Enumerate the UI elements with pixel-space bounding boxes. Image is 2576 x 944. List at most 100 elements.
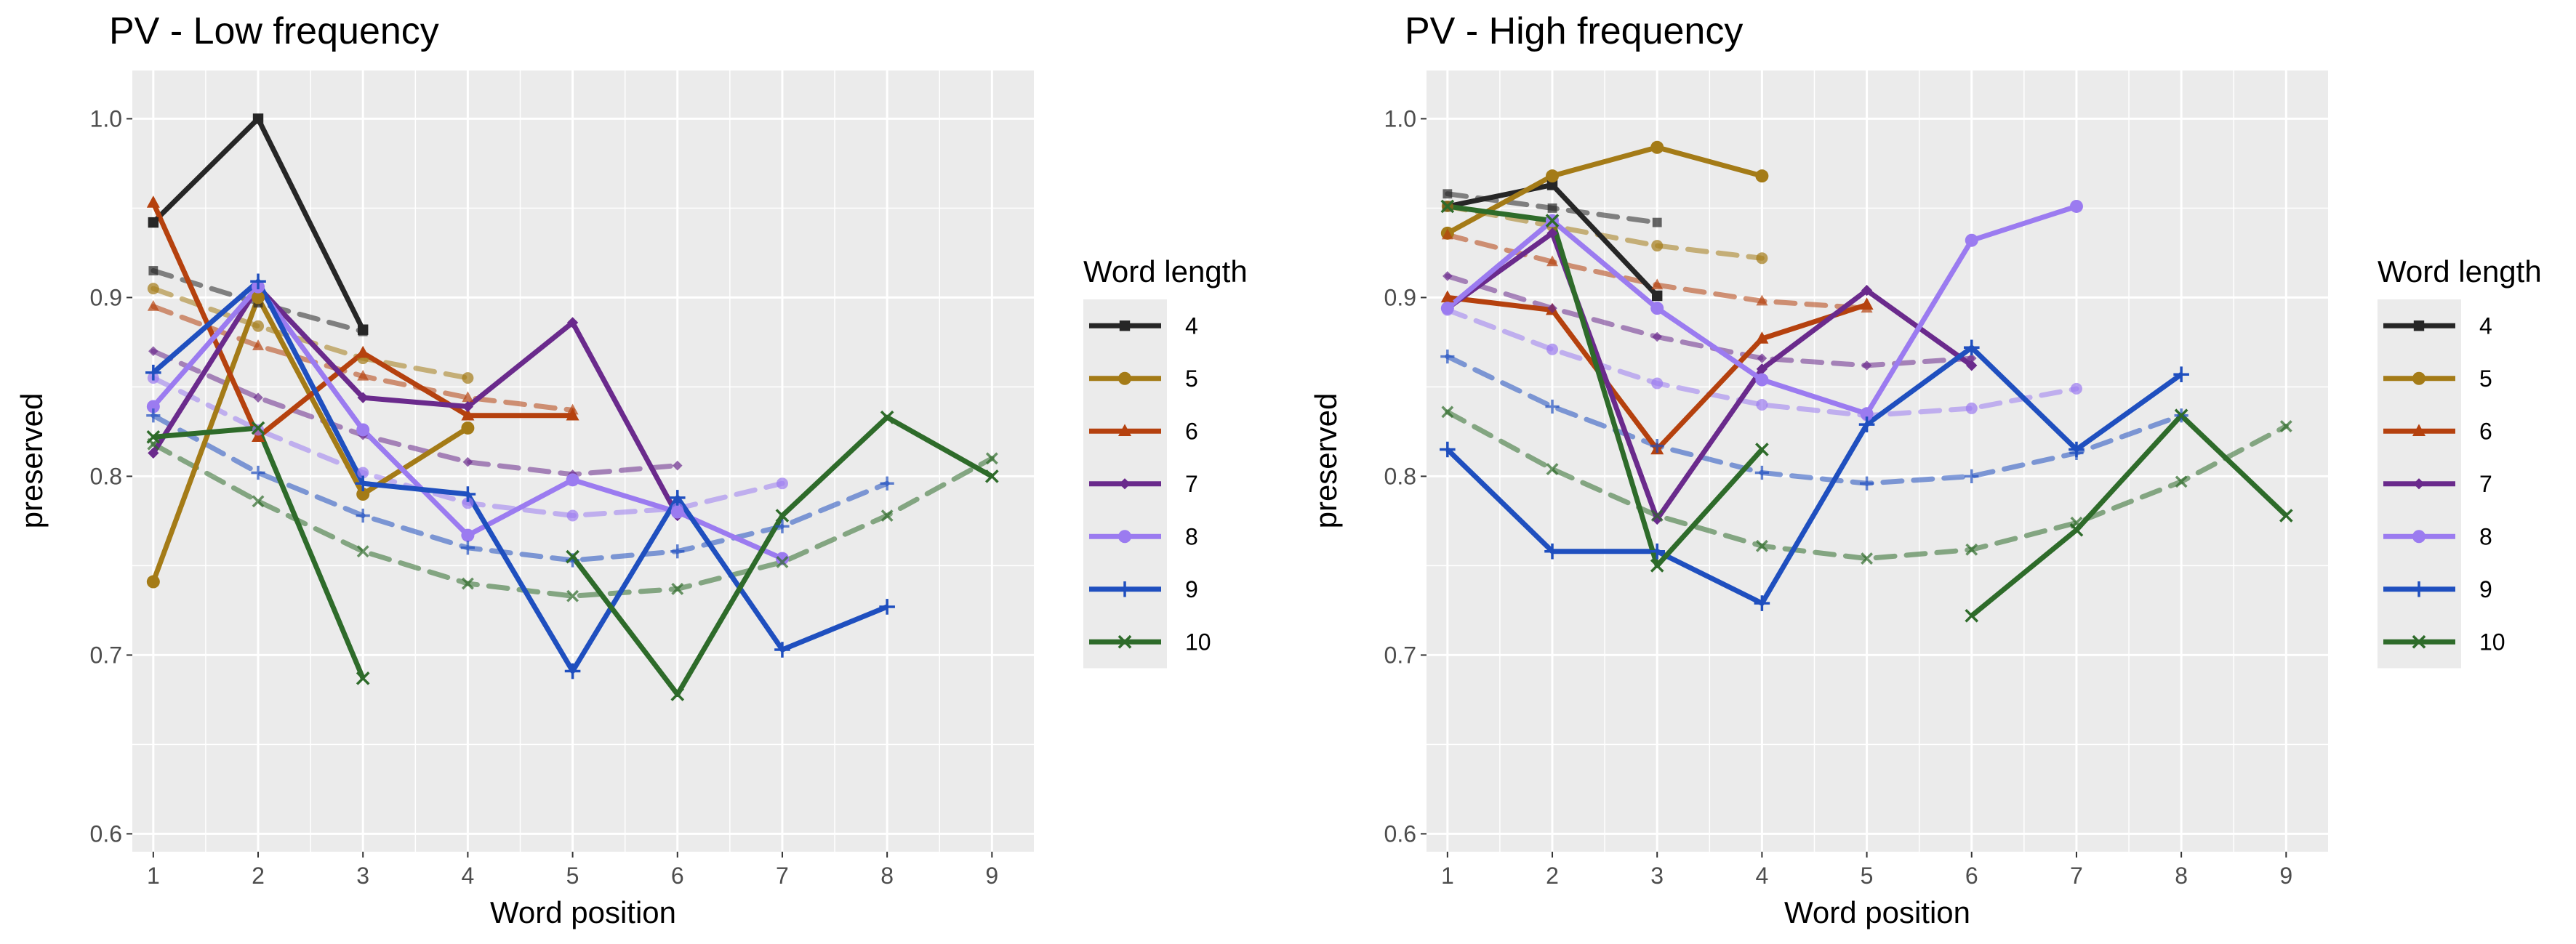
x-tick-label: 4 — [461, 863, 474, 889]
observed-line-7 — [1445, 230, 1973, 522]
observed-point-10 — [775, 509, 790, 523]
fitted-point-7 — [1547, 303, 1557, 313]
fitted-point-9 — [251, 465, 265, 480]
legend-item-9: 9 — [2383, 576, 2492, 602]
fitted-point-10 — [566, 589, 579, 602]
fitted-point-7 — [1861, 360, 1872, 371]
observed-point-4 — [252, 113, 264, 124]
legend-marker — [1118, 530, 1131, 544]
panel-title: PV - Low frequency — [109, 10, 439, 52]
legend-marker — [2411, 581, 2427, 597]
observed-point-7 — [462, 400, 474, 413]
legend-item-4: 4 — [2383, 312, 2492, 339]
legend-item-7: 7 — [2383, 471, 2492, 497]
legend-label: 6 — [2479, 418, 2492, 444]
fitted-point-7 — [1757, 353, 1768, 363]
legend-marker — [2412, 371, 2425, 385]
fitted-point-9 — [670, 544, 685, 559]
observed-point-5 — [461, 421, 475, 435]
legend-item-8: 8 — [1089, 523, 1198, 549]
panel-low-frequency: PV - Low frequency 0.6 0.7 0.8 0.9 1.0 1 2 3 4 5… — [15, 10, 1034, 929]
y-tick-label: 1.0 — [1384, 105, 1416, 132]
x-tick-label: 7 — [776, 863, 789, 889]
fitted-point-4 — [148, 266, 159, 275]
x-tick-label: 6 — [1965, 863, 1978, 889]
observed-point-9 — [1440, 441, 1456, 458]
observed-point-5 — [252, 291, 265, 304]
legend-label: 7 — [2479, 471, 2492, 497]
observed-point-9 — [774, 642, 790, 658]
fitted-point-10 — [356, 545, 369, 558]
legend-label: 7 — [1185, 471, 1198, 497]
observed-point-10 — [984, 469, 999, 483]
legend-label: 9 — [1185, 576, 1198, 602]
y-tick-label: 0.7 — [90, 642, 122, 668]
fitted-point-10 — [1755, 539, 1768, 552]
observed-point-7 — [566, 317, 579, 328]
legend-item-6: 6 — [1089, 418, 1198, 444]
observed-line-10 — [1447, 203, 1764, 568]
x-tick-label: 7 — [2070, 863, 2083, 889]
observed-point-10 — [566, 549, 579, 564]
fitted-point-5 — [147, 283, 159, 295]
legend-item-5: 5 — [1089, 366, 1198, 392]
observed-point-9 — [1544, 543, 1560, 560]
legend-label: 8 — [1185, 523, 1198, 549]
observed-point-4 — [1652, 290, 1663, 302]
plot-background — [1427, 70, 2328, 852]
y-tick-label: 0.9 — [1384, 284, 1416, 310]
fitted-point-9 — [460, 541, 475, 555]
fitted-point-6 — [1546, 255, 1559, 267]
y-tick-label: 0.9 — [90, 284, 122, 310]
legend-marker — [1119, 478, 1131, 490]
observed-point-7 — [1861, 284, 1873, 296]
observed-point-9 — [1754, 595, 1770, 611]
x-tick-label: 4 — [1755, 863, 1768, 889]
fitted-point-6 — [147, 299, 159, 311]
fitted-point-9 — [1965, 469, 1979, 484]
legend-items: 4 5 6 7 8 9 10 — [1083, 299, 1211, 669]
observed-point-7 — [1651, 513, 1663, 525]
observed-point-8 — [1650, 302, 1664, 315]
observed-point-10 — [146, 429, 161, 444]
y-tick-label: 0.6 — [1384, 820, 1416, 847]
legend-item-6: 6 — [2383, 418, 2492, 444]
x-tick-label: 2 — [1546, 863, 1559, 889]
legend-item-7: 7 — [1089, 471, 1198, 497]
legend-marker — [1118, 424, 1131, 436]
observed-point-9 — [355, 475, 372, 492]
fitted-point-8 — [357, 467, 369, 479]
observed-point-6 — [461, 408, 475, 421]
legend-marker — [1118, 634, 1132, 649]
x-axis-label: Word position — [1784, 895, 1970, 929]
fitted-point-10 — [776, 556, 789, 568]
observed-point-10 — [1545, 214, 1560, 227]
x-tick-label: 1 — [147, 863, 160, 889]
fitted-point-10 — [2175, 475, 2188, 488]
fitted-point-7 — [462, 456, 473, 467]
fitted-point-9 — [1545, 399, 1560, 414]
x-axis-label: Word position — [490, 895, 676, 929]
observed-point-9 — [1858, 416, 1875, 432]
fitted-point-10 — [461, 577, 474, 590]
observed-point-10 — [1440, 199, 1455, 214]
fitted-point-8 — [1651, 377, 1664, 390]
fitted-point-5 — [462, 372, 474, 384]
legend: Word length 4 5 6 7 8 9 10 — [2378, 254, 2542, 669]
fitted-point-10 — [1965, 543, 1978, 556]
y-tick-labels: 0.6 0.7 0.8 0.9 1.0 — [90, 105, 132, 847]
y-tick-labels: 0.6 0.7 0.8 0.9 1.0 — [1384, 105, 1427, 847]
observed-point-8 — [1755, 373, 1769, 387]
observed-point-9 — [564, 663, 581, 679]
fitted-point-8 — [776, 477, 788, 490]
observed-point-4 — [148, 217, 159, 228]
fitted-point-9 — [1859, 476, 1874, 491]
legend-label: 9 — [2479, 576, 2492, 602]
legend-item-10: 10 — [1089, 629, 1211, 655]
x-tick-label: 5 — [566, 863, 579, 889]
legend-item-9: 9 — [1089, 576, 1198, 602]
legend: Word length 4 5 6 7 8 9 10 — [1083, 254, 1248, 669]
observed-point-5 — [356, 488, 370, 501]
data-markers — [1440, 140, 2293, 623]
observed-point-10 — [880, 410, 894, 424]
